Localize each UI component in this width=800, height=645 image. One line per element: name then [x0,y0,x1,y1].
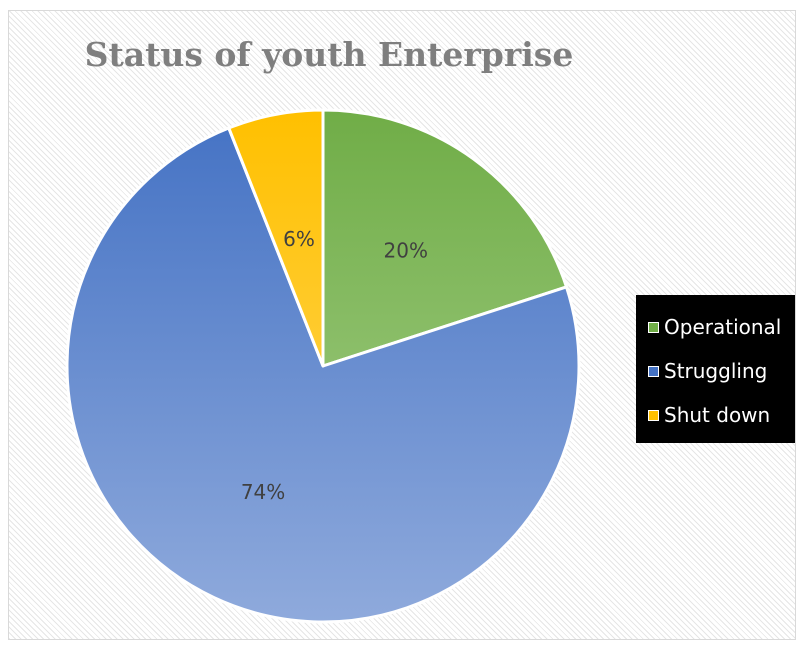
pie-chart: 20% 74% 6% [65,108,581,624]
pie-slice-struggling [65,126,581,624]
legend-swatch-struggling [648,365,659,377]
pie-data-labels: 20% 74% 6% [241,227,428,504]
data-label-shut-down: 6% [283,227,315,251]
chart-title: Status of youth Enterprise [84,35,574,74]
data-label-struggling: 74% [241,480,285,504]
chart-area: Status of youth Enterprise 20% 74% 6% Oper… [8,10,796,640]
pie-slices [65,108,581,624]
legend-swatch-operational [648,321,659,333]
legend-label-shut-down: Shut down [664,403,771,427]
legend-label-operational: Operational [664,315,782,339]
pie-slice-operational [321,108,568,368]
data-label-operational: 20% [384,239,428,263]
legend-item-shut-down: Shut down [648,393,795,437]
pie-slice-shut-down [227,108,325,368]
legend-item-struggling: Struggling [648,349,795,393]
legend-swatch-shut-down [648,409,659,421]
legend-item-operational: Operational [648,305,795,349]
legend-label-struggling: Struggling [664,359,768,383]
chart-legend: Operational Struggling Shut down [636,295,795,443]
